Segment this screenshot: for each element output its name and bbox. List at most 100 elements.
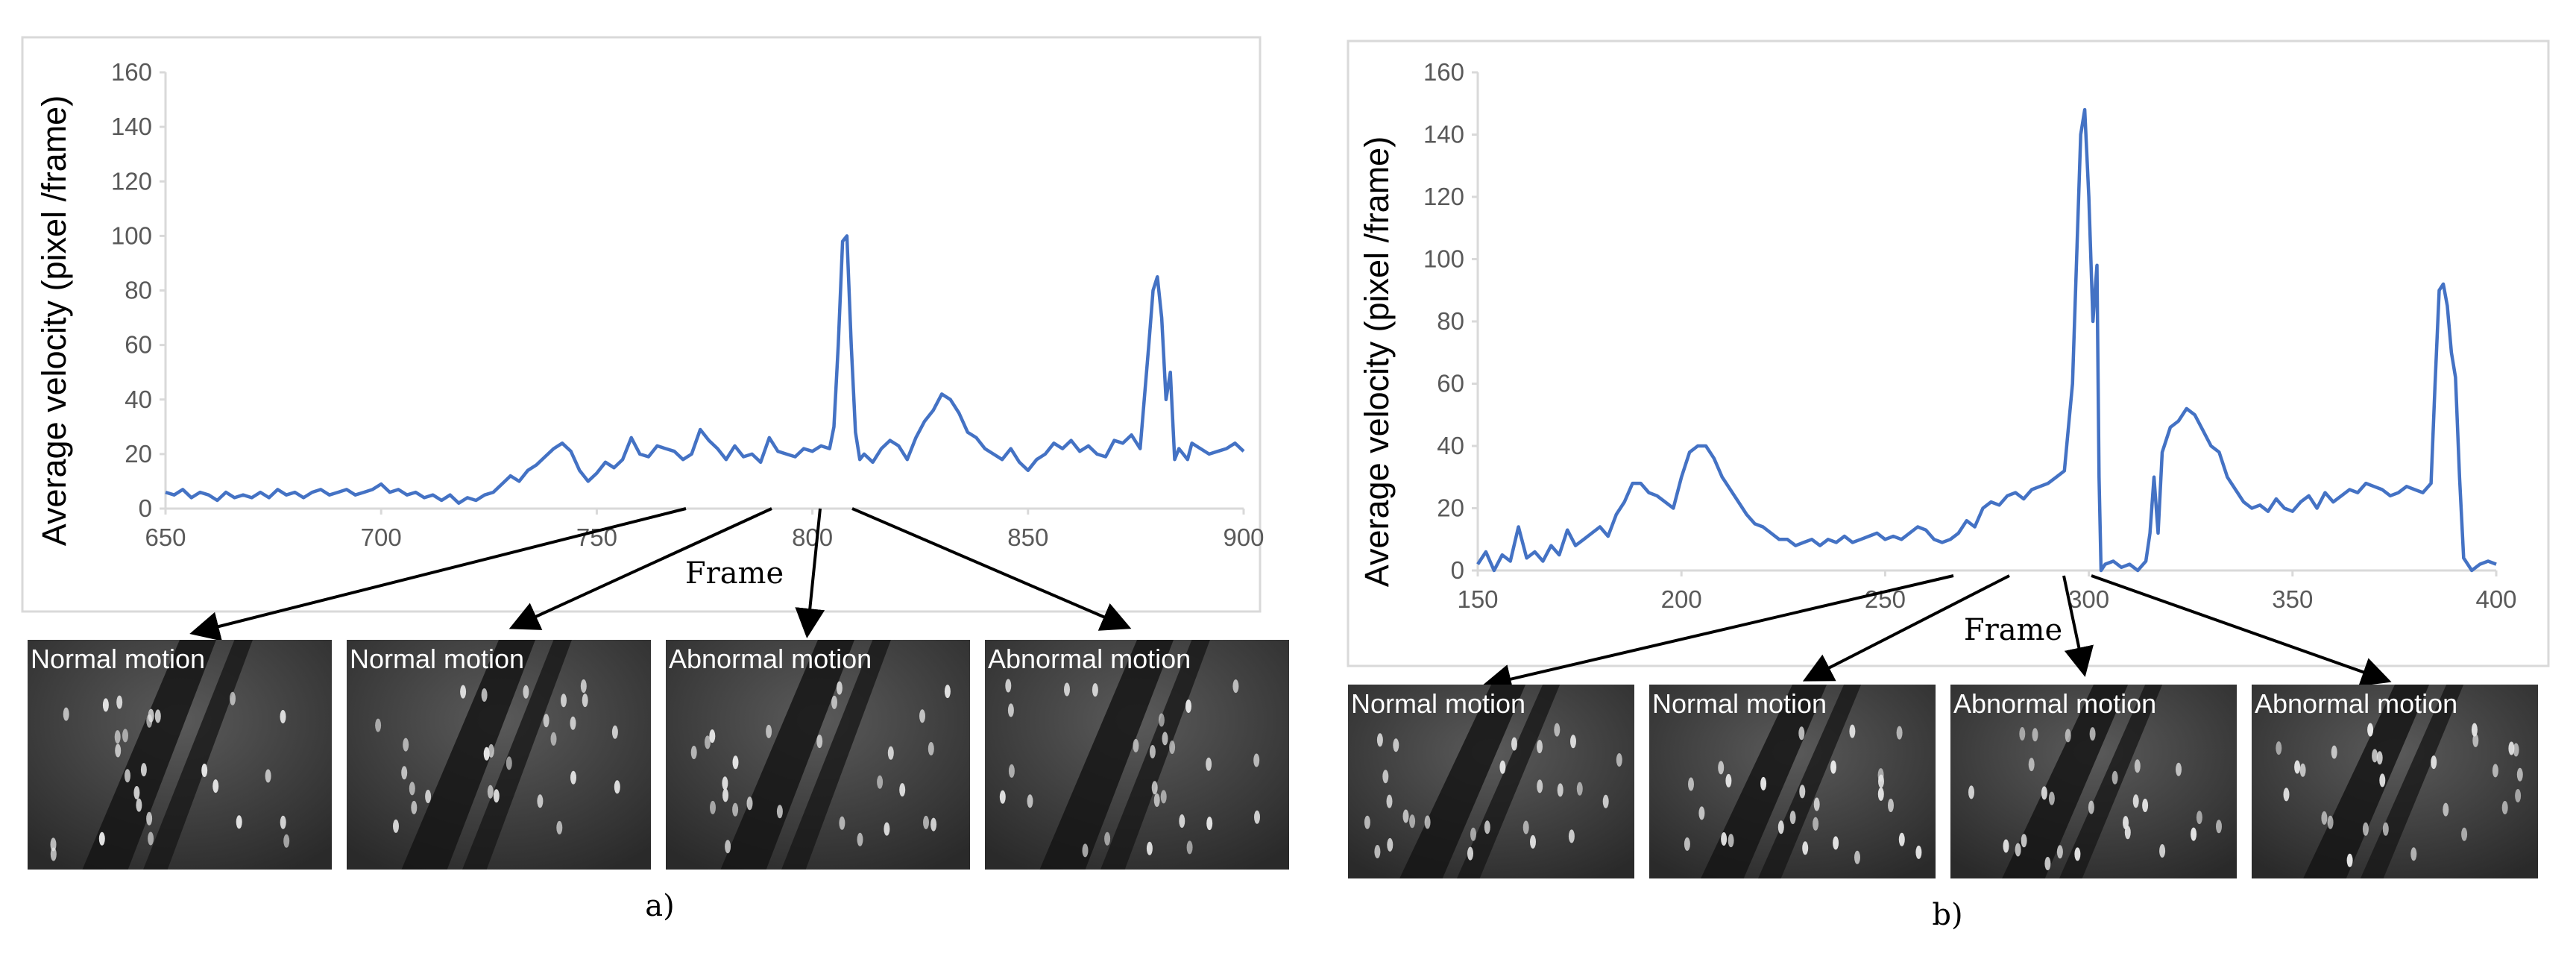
person-blob xyxy=(725,840,731,854)
chart-b-frame xyxy=(1347,40,2550,667)
person-blob xyxy=(2513,743,2519,757)
person-blob xyxy=(114,730,121,744)
person-blob xyxy=(1896,726,1903,740)
person-blob xyxy=(2516,767,2523,782)
shadow-stripe xyxy=(143,640,253,870)
panel-a-label: a) xyxy=(645,889,674,923)
person-blob xyxy=(1877,787,1884,801)
arrow-b-3 xyxy=(2062,575,2094,677)
person-blob xyxy=(2089,727,2096,741)
panel-b-frame-2: Normal motion xyxy=(1649,685,1936,878)
person-blob xyxy=(488,743,494,758)
chartA-y-tick-label: 40 xyxy=(125,386,152,413)
frame-motion-label: Abnormal motion xyxy=(988,644,1191,674)
panel-b: 0 20 40 60 80 100 120 140 160 150 200 250 300 350 400… xyxy=(1347,40,2550,932)
frame-motion-label: Normal motion xyxy=(1351,688,1525,719)
shadow-stripe xyxy=(401,640,535,870)
person-blob xyxy=(1537,740,1543,754)
person-blob xyxy=(561,694,567,708)
person-blob xyxy=(2159,844,2166,858)
chartB-y-tick-label: 0 xyxy=(1451,556,1464,584)
person-blob xyxy=(116,695,123,709)
person-blob xyxy=(393,819,399,833)
person-blob xyxy=(1718,761,1725,775)
person-blob xyxy=(2362,822,2369,836)
person-blob xyxy=(1133,738,1139,752)
person-blob xyxy=(146,811,153,826)
chart-a-frame xyxy=(21,36,1262,613)
person-blob xyxy=(1082,843,1089,858)
chart-a-x-ticks: 650 700 750 800 850 900 xyxy=(145,509,1265,551)
person-blob xyxy=(1725,773,1732,787)
panel-a-frame-3: Abnormal motion xyxy=(666,640,970,870)
person-blob xyxy=(1409,814,1416,829)
person-blob xyxy=(487,785,494,799)
chartB-y-tick-label: 60 xyxy=(1437,370,1464,397)
person-blob xyxy=(732,802,739,817)
arrow-b-4 xyxy=(2091,574,2392,687)
person-blob xyxy=(2327,815,2334,829)
person-blob xyxy=(1568,829,1575,843)
chartA-y-tick-label: 20 xyxy=(125,440,152,468)
person-blob xyxy=(2176,762,2182,776)
person-blob xyxy=(2123,816,2129,830)
chartA-x-tick-label: 650 xyxy=(145,524,186,551)
chartB-y-tick-label: 140 xyxy=(1423,121,1464,148)
chart-b-series-line xyxy=(1476,107,2497,573)
person-blob xyxy=(1802,841,1809,855)
person-blob xyxy=(884,822,890,836)
person-blob xyxy=(523,685,529,699)
person-blob xyxy=(1789,811,1796,825)
shadow-stripe xyxy=(1757,685,1862,878)
person-blob xyxy=(1179,814,1185,828)
person-blob xyxy=(2003,839,2009,853)
person-blob xyxy=(1151,781,1158,795)
chartB-y-tick-label: 160 xyxy=(1423,58,1464,86)
chartA-y-tick-label: 140 xyxy=(111,113,152,140)
person-blob xyxy=(1104,831,1111,846)
person-blob xyxy=(1374,845,1381,858)
person-blob xyxy=(1386,794,1393,808)
person-blob xyxy=(1854,850,1860,864)
person-blob xyxy=(265,769,271,783)
chartA-x-tick-label: 900 xyxy=(1223,524,1264,551)
person-blob xyxy=(543,714,549,728)
person-blob xyxy=(2346,853,2353,867)
person-blob xyxy=(401,766,408,780)
person-blob xyxy=(375,718,382,732)
person-blob xyxy=(1253,753,1260,767)
person-blob xyxy=(2021,834,2027,848)
person-blob xyxy=(201,764,208,777)
shadow-stripe xyxy=(2002,685,2129,878)
person-blob xyxy=(831,695,837,709)
person-blob xyxy=(2376,751,2383,765)
shadow-stripe xyxy=(2303,685,2430,878)
person-blob xyxy=(1616,753,1622,767)
person-blob xyxy=(1008,764,1015,778)
shadow-stripe xyxy=(1456,685,1561,878)
person-blob xyxy=(1602,794,1609,808)
person-blob xyxy=(1554,723,1561,737)
person-blob xyxy=(2134,759,2141,773)
panel-b-frame-1: Normal motion xyxy=(1348,685,1634,878)
person-blob xyxy=(1688,777,1694,791)
person-blob xyxy=(705,735,711,749)
person-blob xyxy=(425,790,432,803)
person-blob xyxy=(766,724,772,738)
person-blob xyxy=(2015,843,2021,857)
person-blob xyxy=(2283,787,2290,802)
person-blob xyxy=(2216,820,2222,834)
person-blob xyxy=(2048,791,2055,805)
person-blob xyxy=(2074,847,2081,861)
person-blob xyxy=(1470,827,1476,841)
person-blob xyxy=(887,746,894,760)
person-blob xyxy=(1007,703,1014,717)
person-blob xyxy=(1232,679,1239,694)
person-blob xyxy=(102,698,109,712)
person-blob xyxy=(2508,741,2515,755)
person-blob xyxy=(1849,724,1856,738)
person-blob xyxy=(1382,770,1389,784)
person-blob xyxy=(1186,840,1193,855)
person-blob xyxy=(2191,827,2197,841)
person-blob xyxy=(1570,735,1576,749)
